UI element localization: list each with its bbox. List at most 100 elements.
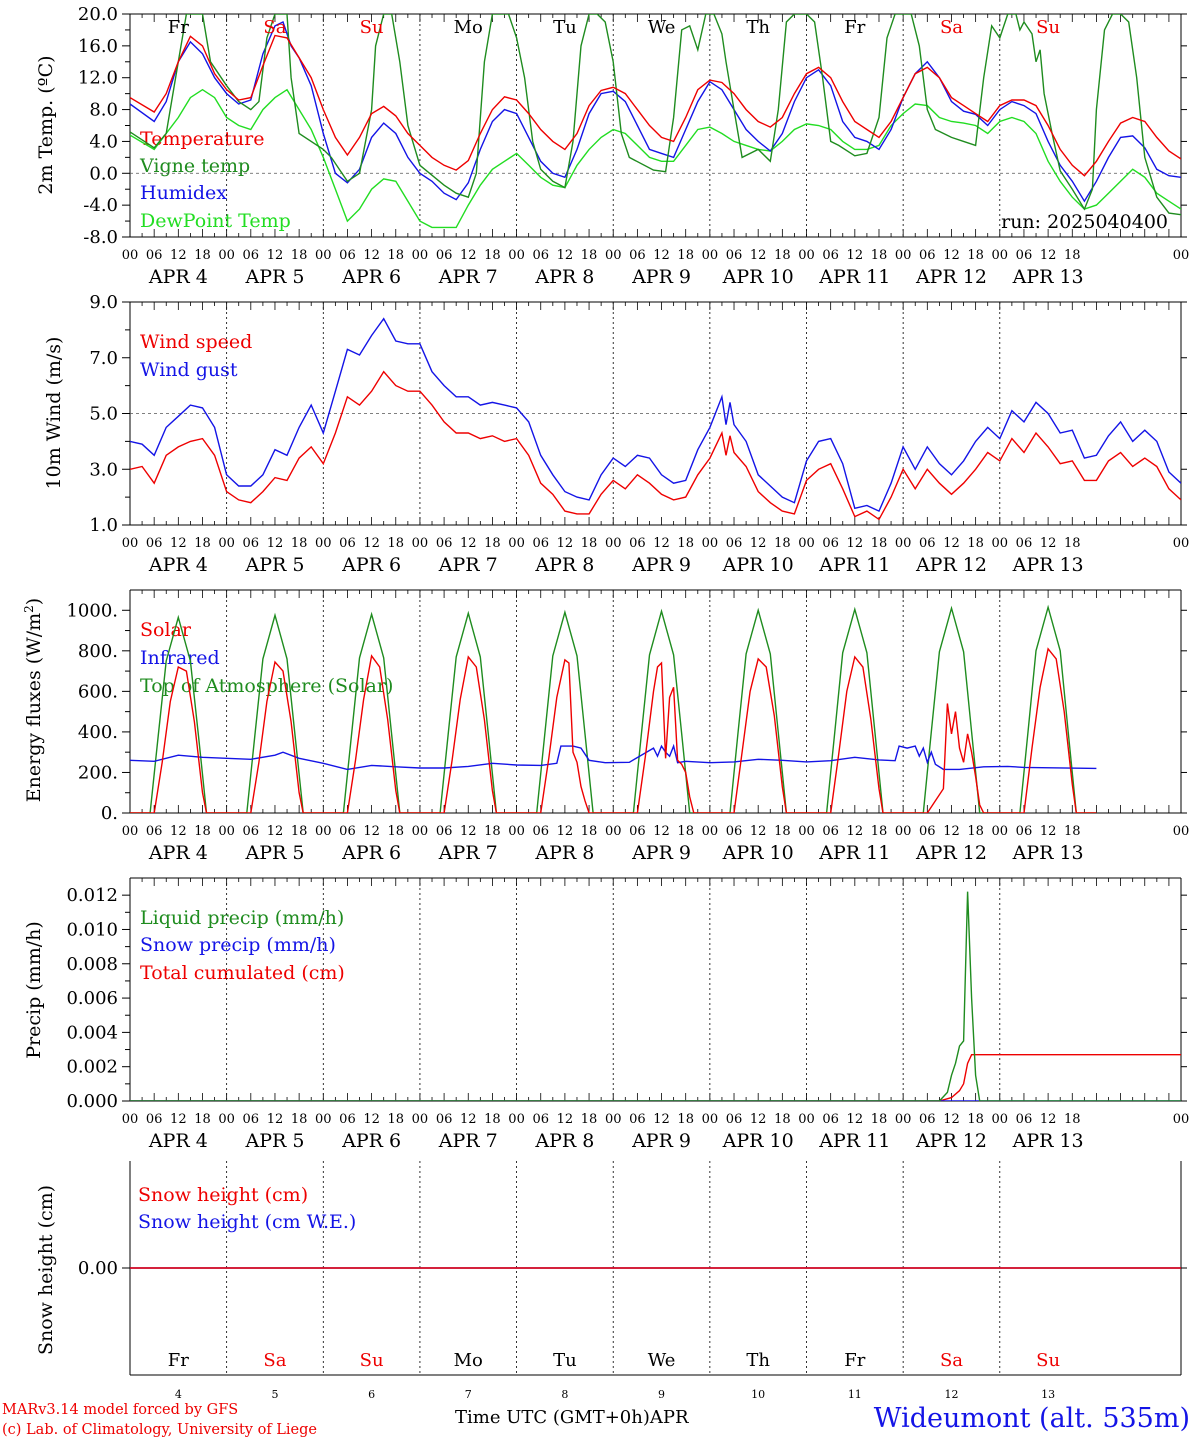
temperature-hour-label: 06 [436, 248, 453, 263]
wind-hour-label: 06 [919, 536, 936, 551]
precip-hour-label: 18 [774, 1112, 791, 1127]
snow-weekday-label: We [648, 1350, 676, 1371]
temperature-hour-label: 12 [170, 248, 187, 263]
temperature-weekday-label: Sa [263, 17, 286, 38]
energy-hour-label: 18 [581, 824, 598, 839]
energy-axis-label: Energy fluxes (W/m2) [22, 598, 45, 802]
precip-ytick-label: 0.000 [66, 1091, 118, 1112]
snow-axis-label: Snow height (cm) [35, 1185, 57, 1355]
precip-hour-label: 06 [339, 1112, 356, 1127]
temperature-hour-label: 00 [895, 248, 912, 263]
precip-hour-label: 06 [1016, 1112, 1033, 1127]
wind-hour-label: 00 [315, 536, 332, 551]
wind-ytick-label: 9.0 [89, 292, 118, 313]
energy-date-label: APR 8 [534, 842, 594, 864]
snow-day-number-label: 10 [751, 1388, 765, 1401]
wind-hour-label: 00 [605, 536, 622, 551]
wind-date-label: APR 9 [631, 554, 691, 576]
wind-hour-label: 00 [992, 536, 1009, 551]
snow-day-number-label: 4 [175, 1388, 182, 1401]
temperature-hour-label: 06 [822, 248, 839, 263]
precip-hour-label: 18 [484, 1112, 501, 1127]
energy-hour-label: 06 [1016, 824, 1033, 839]
wind-hour-label: 06 [436, 536, 453, 551]
precip-hour-label: 18 [967, 1112, 984, 1127]
energy-hour-label: 00 [315, 824, 332, 839]
temperature-hour-label: 12 [653, 248, 670, 263]
temperature-hour-label: 06 [339, 248, 356, 263]
wind-date-label: APR 6 [341, 554, 401, 576]
snow-weekday-label: Th [746, 1350, 770, 1371]
wind-hour-label: 18 [774, 536, 791, 551]
temperature-hour-label: 00 [992, 248, 1009, 263]
energy-hour-label: 18 [774, 824, 791, 839]
temperature-legend-dewpoint: DewPoint Temp [140, 210, 291, 232]
precip-hour-label: 12 [943, 1112, 960, 1127]
precip-date-label: APR 10 [722, 1130, 794, 1152]
temperature-date-label: APR 11 [818, 266, 890, 288]
energy-hour-label: 12 [460, 824, 477, 839]
temperature-weekday-label: Su [1036, 17, 1060, 38]
temperature-ytick-label: 12.0 [78, 68, 118, 89]
precip-hour-label: 00 [895, 1112, 912, 1127]
wind-date-label: APR 12 [915, 554, 987, 576]
energy-hour-label: 00 [218, 824, 235, 839]
energy-hour-label: 18 [871, 824, 888, 839]
energy-date-label: APR 9 [631, 842, 691, 864]
precip-hour-label: 00 [412, 1112, 429, 1127]
wind-ytick-label: 5.0 [89, 404, 118, 425]
wind-hour-label: 18 [291, 536, 308, 551]
energy-hour-label: 06 [532, 824, 549, 839]
precip-hour-label: 00 [508, 1112, 525, 1127]
energy-hour-label: 18 [967, 824, 984, 839]
wind-date-label: APR 4 [148, 554, 208, 576]
precip-date-label: APR 7 [438, 1130, 498, 1152]
precip-legend-total: Total cumulated (cm) [140, 962, 345, 984]
snow-panel: Snow height (cm) Snow height (cm) Snow h… [35, 1161, 1187, 1401]
temperature-hour-label: 18 [581, 248, 598, 263]
energy-hour-label: 18 [1064, 824, 1081, 839]
snow-day-number-label: 13 [1041, 1388, 1055, 1401]
snow-day-number-label: 5 [271, 1388, 278, 1401]
wind-hour-label: 00 [1173, 536, 1190, 551]
wind-hour-label: 18 [871, 536, 888, 551]
snow-day-number-label: 9 [658, 1388, 665, 1401]
precip-ytick-label: 0.006 [66, 988, 118, 1009]
precip-date-label: APR 11 [818, 1130, 890, 1152]
precip-hour-label: 06 [629, 1112, 646, 1127]
snow-legend-we: Snow height (cm W.E.) [138, 1211, 356, 1233]
precip-hour-label: 18 [1064, 1112, 1081, 1127]
temperature-hour-label: 06 [629, 248, 646, 263]
temperature-series-dewpoint-temp [130, 88, 1181, 229]
wind-hour-label: 18 [1064, 536, 1081, 551]
energy-hour-label: 18 [677, 824, 694, 839]
energy-hour-label: 12 [170, 824, 187, 839]
temperature-hour-label: 12 [460, 248, 477, 263]
wind-ytick-label: 7.0 [89, 348, 118, 369]
temperature-legend-vigne-temp: Vigne temp [139, 155, 250, 177]
energy-ytick-label: 800. [78, 641, 118, 662]
snow-weekday-label: Sa [940, 1350, 963, 1371]
wind-hour-label: 12 [267, 536, 284, 551]
energy-series-solar [130, 647, 1097, 813]
energy-legend-solar: Solar [140, 619, 192, 641]
wind-hour-label: 00 [895, 536, 912, 551]
temperature-date-label: APR 13 [1012, 266, 1084, 288]
temperature-hour-label: 12 [943, 248, 960, 263]
precip-ytick-label: 0.012 [66, 885, 118, 906]
snow-day-number-label: 11 [848, 1388, 862, 1401]
temperature-hour-label: 00 [798, 248, 815, 263]
temperature-hour-label: 00 [702, 248, 719, 263]
time-axis-label: Time UTC (GMT+0h)APR [455, 1407, 689, 1428]
precip-date-label: APR 4 [148, 1130, 208, 1152]
energy-hour-label: 12 [363, 824, 380, 839]
credit-line-1: MARv3.14 model forced by GFS [2, 1402, 238, 1418]
energy-hour-label: 12 [267, 824, 284, 839]
temperature-date-label: APR 6 [341, 266, 401, 288]
temperature-hour-label: 18 [677, 248, 694, 263]
temperature-hour-label: 00 [412, 248, 429, 263]
wind-date-label: APR 7 [438, 554, 498, 576]
energy-hour-label: 06 [243, 824, 260, 839]
temperature-date-label: APR 10 [722, 266, 794, 288]
energy-hour-label: 00 [992, 824, 1009, 839]
